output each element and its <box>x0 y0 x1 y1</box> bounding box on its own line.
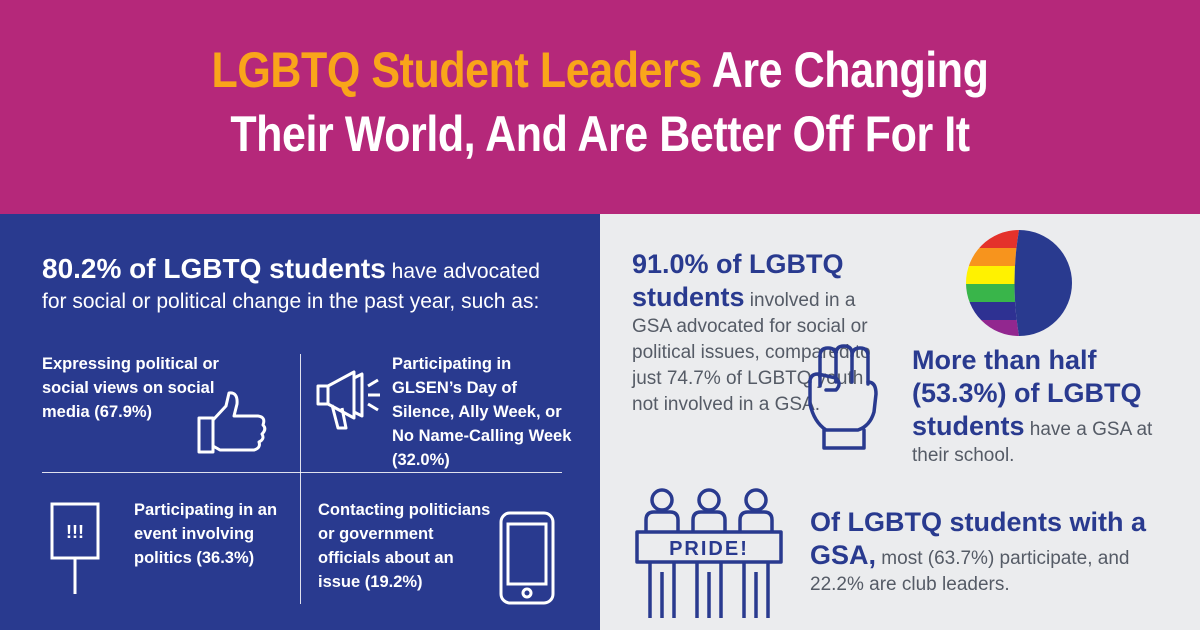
gsa-advocacy-stat: 91.0% of LGBTQ students involved in a GS… <box>632 248 882 418</box>
protest-sign-icon: !!! <box>50 502 100 594</box>
advocacy-item-political-event: Participating in an event involving poli… <box>134 501 278 567</box>
advocacy-item-contacting-officials: Contacting politicians or government off… <box>318 501 491 591</box>
pride-marchers-icon: PRIDE! <box>635 488 783 618</box>
advocacy-intro: 80.2% of LGBTQ students have advocated f… <box>42 254 562 317</box>
gsa-advocacy-stat-rest: involved in a GSA advocated for social o… <box>632 290 871 415</box>
advocacy-item-glsen-events: Participating in GLSEN’s Day of Silence,… <box>392 355 572 469</box>
smartphone-icon <box>499 511 555 605</box>
gsa-advocacy-stat-bold: 91.0% of LGBTQ students <box>632 249 844 312</box>
rainbow-pie-chart-icon <box>966 230 1072 336</box>
megaphone-icon <box>316 370 380 430</box>
thumbs-up-icon <box>197 391 267 454</box>
gsa-participation-stat: Of LGBTQ students with a GSA, most (63.7… <box>810 506 1170 598</box>
gsa-participation-stat-rest: most (63.7%) participate, and 22.2% are … <box>810 548 1130 595</box>
advocacy-intro-bold: 80.2% of LGBTQ students <box>42 253 386 284</box>
raised-fist-icon <box>808 344 878 450</box>
page-title: LGBTQ Student Leaders Are Changing Their… <box>84 38 1116 166</box>
protest-sign-text: !!! <box>66 522 84 542</box>
advocacy-item-social-media: Expressing political or social views on … <box>42 355 219 421</box>
gsa-presence-stat-bold: More than half (53.3%) of LGBTQ students <box>912 345 1142 441</box>
advocacy-intro-rest: have advocated for social or political c… <box>42 260 540 313</box>
title-line1-rest: Are Changing <box>701 42 989 98</box>
header-banner: LGBTQ Student Leaders Are Changing Their… <box>0 0 1200 214</box>
gsa-presence-stat: More than half (53.3%) of LGBTQ students… <box>912 344 1182 469</box>
gsa-presence-stat-rest: have a GSA at their school. <box>912 419 1153 466</box>
pride-banner-text: PRIDE! <box>669 538 749 560</box>
title-line2: Their World, And Are Better Off For It <box>230 106 970 162</box>
gsa-panel: 91.0% of LGBTQ students involved in a GS… <box>600 214 1200 630</box>
title-highlight: LGBTQ Student Leaders <box>211 42 703 98</box>
horizontal-divider <box>42 472 562 473</box>
advocacy-panel: 80.2% of LGBTQ students have advocated f… <box>0 214 600 630</box>
vertical-divider <box>300 354 301 604</box>
gsa-participation-stat-bold: Of LGBTQ students with a GSA, <box>810 507 1146 570</box>
